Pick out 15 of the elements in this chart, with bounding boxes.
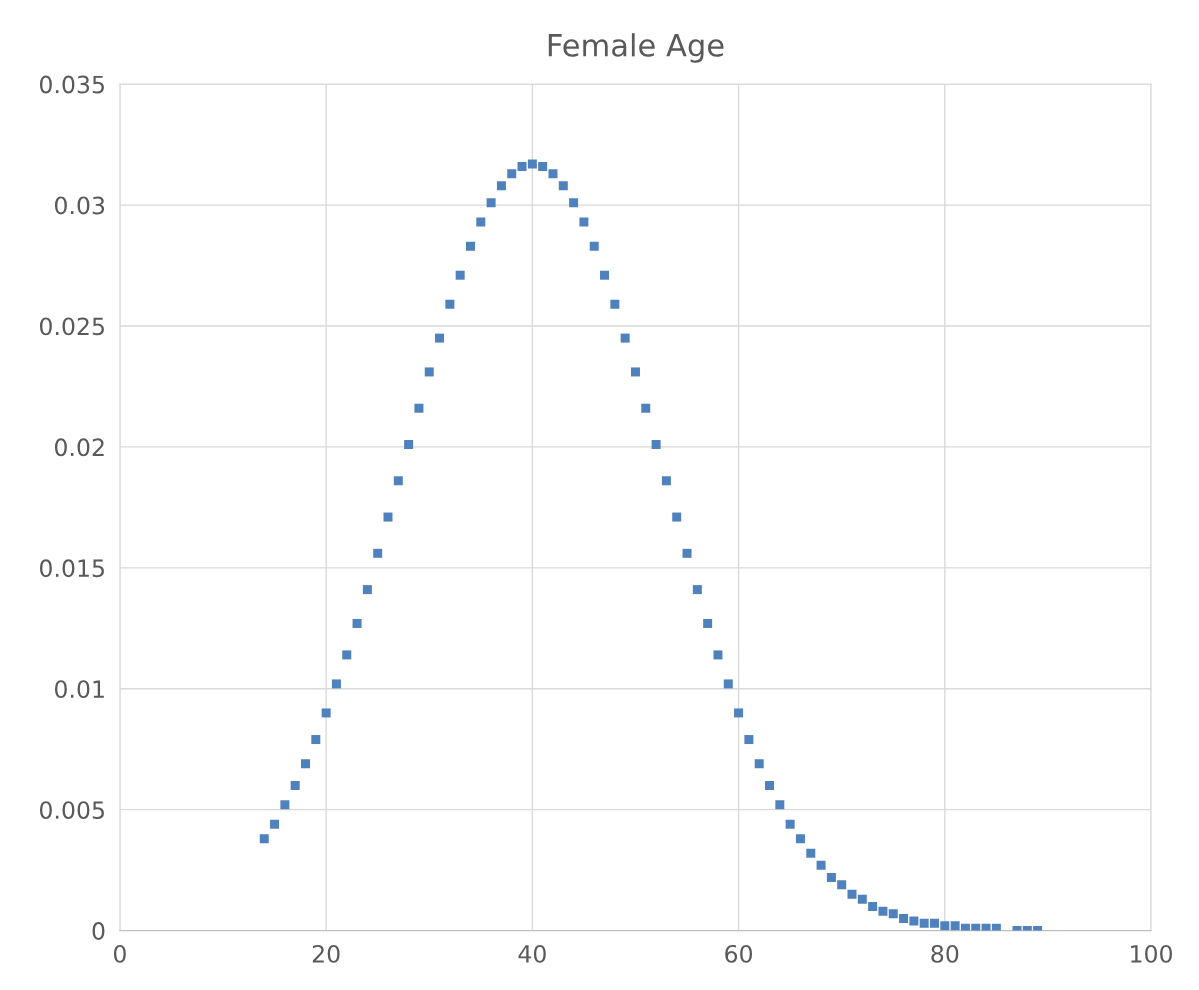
y-tick-label: 0.03 [55, 196, 105, 215]
x-tick-label: 80 [931, 944, 959, 963]
chart-title: Female Age [548, 33, 724, 63]
y-tick-label: 0 [92, 922, 105, 940]
y-tick-label: 0.015 [39, 559, 104, 578]
y-tick-label: 0.005 [39, 801, 104, 819]
y-tick-label: 0.01 [55, 680, 104, 699]
x-tick-label: 20 [312, 944, 340, 963]
x-tick-label: 0 [113, 944, 126, 963]
y-tick-label: 0.025 [39, 317, 104, 336]
x-tick-label: 40 [518, 944, 546, 963]
x-tick-label: 60 [725, 944, 753, 963]
x-tick-label: 100 [1131, 944, 1172, 963]
y-tick-label: 0.035 [39, 75, 104, 94]
y-tick-label: 0.02 [55, 438, 104, 457]
